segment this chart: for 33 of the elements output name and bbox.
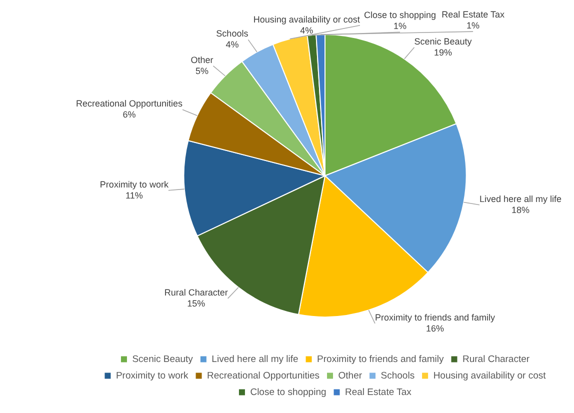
slice-label: Close to shopping: [364, 10, 436, 20]
legend-label: Schools: [380, 370, 415, 382]
data-label: 15%: [187, 298, 206, 308]
legend-label: Housing availability or cost: [433, 370, 546, 382]
slice-label: Housing availability or cost: [253, 14, 360, 24]
data-label: 1%: [393, 21, 406, 32]
data-label: 18%: [512, 204, 530, 215]
legend-label: Close to shopping: [250, 386, 326, 398]
data-label: 4%: [226, 40, 239, 50]
legend-label: Proximity to friends and family: [317, 354, 444, 365]
slice-label: Real Estate Tax: [442, 10, 505, 20]
data-label: 4%: [300, 25, 314, 36]
data-label: 16%: [426, 323, 444, 334]
legend-label: Recreational Opportunities: [207, 370, 320, 382]
data-label: 1%: [466, 20, 480, 31]
slice-label: Other: [190, 54, 214, 65]
legend-label: Proximity to work: [116, 370, 189, 382]
slice-label: Rural Character: [164, 287, 228, 298]
slice-label: Lived here all my life: [479, 194, 562, 204]
legend-label: Scenic Beauty: [132, 354, 194, 365]
slice-label: Proximity to work: [100, 179, 169, 190]
data-label: 5%: [195, 66, 208, 76]
legend-label: Lived here all my life: [212, 354, 298, 365]
legend-label: Other: [338, 370, 362, 382]
data-label: 6%: [122, 110, 136, 120]
legend-label: Real Estate Tax: [345, 386, 412, 398]
legend-label: Rural Character: [462, 354, 530, 365]
data-label: 19%: [434, 47, 452, 58]
slice-label: Proximity to friends and family: [374, 312, 496, 322]
slice-label: Schools: [216, 28, 249, 39]
data-label: 11%: [126, 190, 143, 200]
slice-label: Scenic Beauty: [414, 36, 472, 46]
slice-label: Recreational Opportunities: [76, 98, 184, 109]
